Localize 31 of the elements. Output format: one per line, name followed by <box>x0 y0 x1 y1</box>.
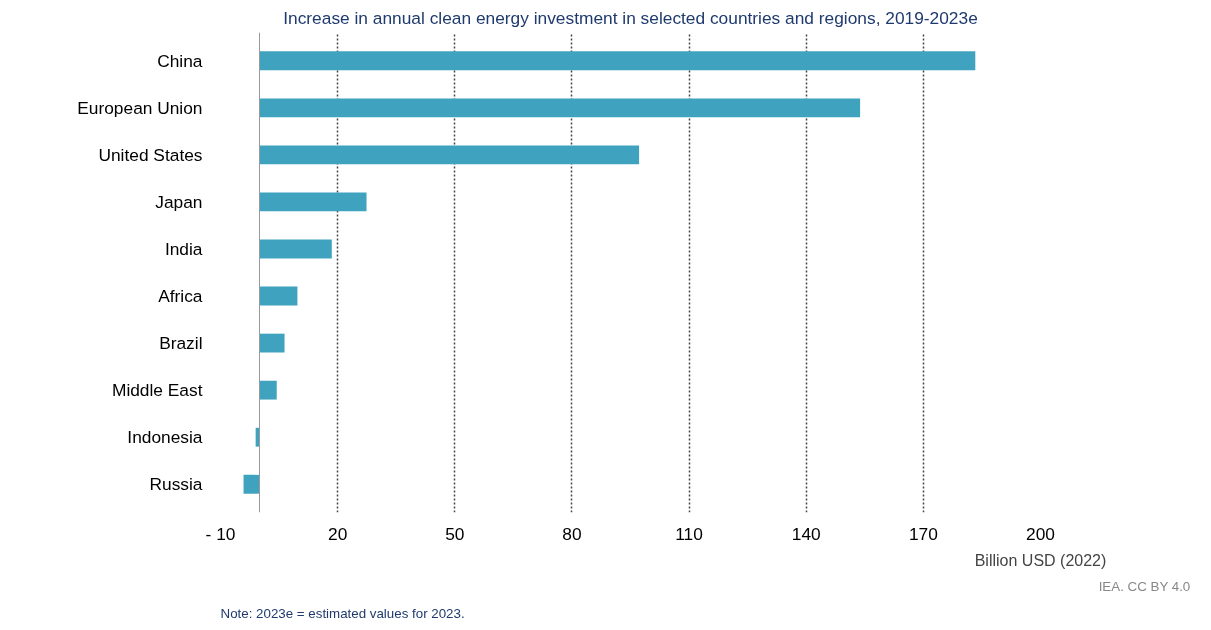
y-tick-label: Russia <box>149 474 203 495</box>
chart-title: Increase in annual clean energy investment in selected countries and regions, 2019-2023e <box>283 7 978 28</box>
x-tick-label: 20 <box>328 523 348 544</box>
bar <box>259 98 861 118</box>
bar <box>259 286 298 306</box>
bar <box>259 333 285 353</box>
x-tick-label: - 10 <box>205 523 236 544</box>
text: IEA. CC BY 4.0 <box>1098 578 1191 594</box>
y-tick-label: Brazil <box>159 333 203 354</box>
bar <box>259 51 976 71</box>
x-tick-label: 200 <box>1026 523 1055 544</box>
y-tick-label: Japan <box>155 191 203 212</box>
x-tick-label: 80 <box>562 523 582 544</box>
bar <box>259 239 332 259</box>
y-tick-label: European Union <box>77 97 203 118</box>
y-tick-label: China <box>157 50 203 71</box>
y-tick-label: Middle East <box>111 380 203 401</box>
text: Note: 2023e = estimated values for 2023. <box>220 605 465 621</box>
x-tick-label: 50 <box>445 523 465 544</box>
x-axis-title: Billion USD (2022) <box>974 551 1107 569</box>
bar <box>259 380 277 400</box>
y-tick-label: Indonesia <box>127 427 203 448</box>
y-tick-label: United States <box>98 144 203 165</box>
bar <box>243 474 260 494</box>
bar <box>259 145 640 165</box>
x-tick-label: 170 <box>908 523 938 544</box>
y-tick-label: Africa <box>158 286 203 307</box>
bar <box>259 192 367 212</box>
y-tick-label: India <box>164 238 203 259</box>
x-tick-label: 110 <box>675 523 703 544</box>
x-tick-label: 140 <box>791 523 821 544</box>
